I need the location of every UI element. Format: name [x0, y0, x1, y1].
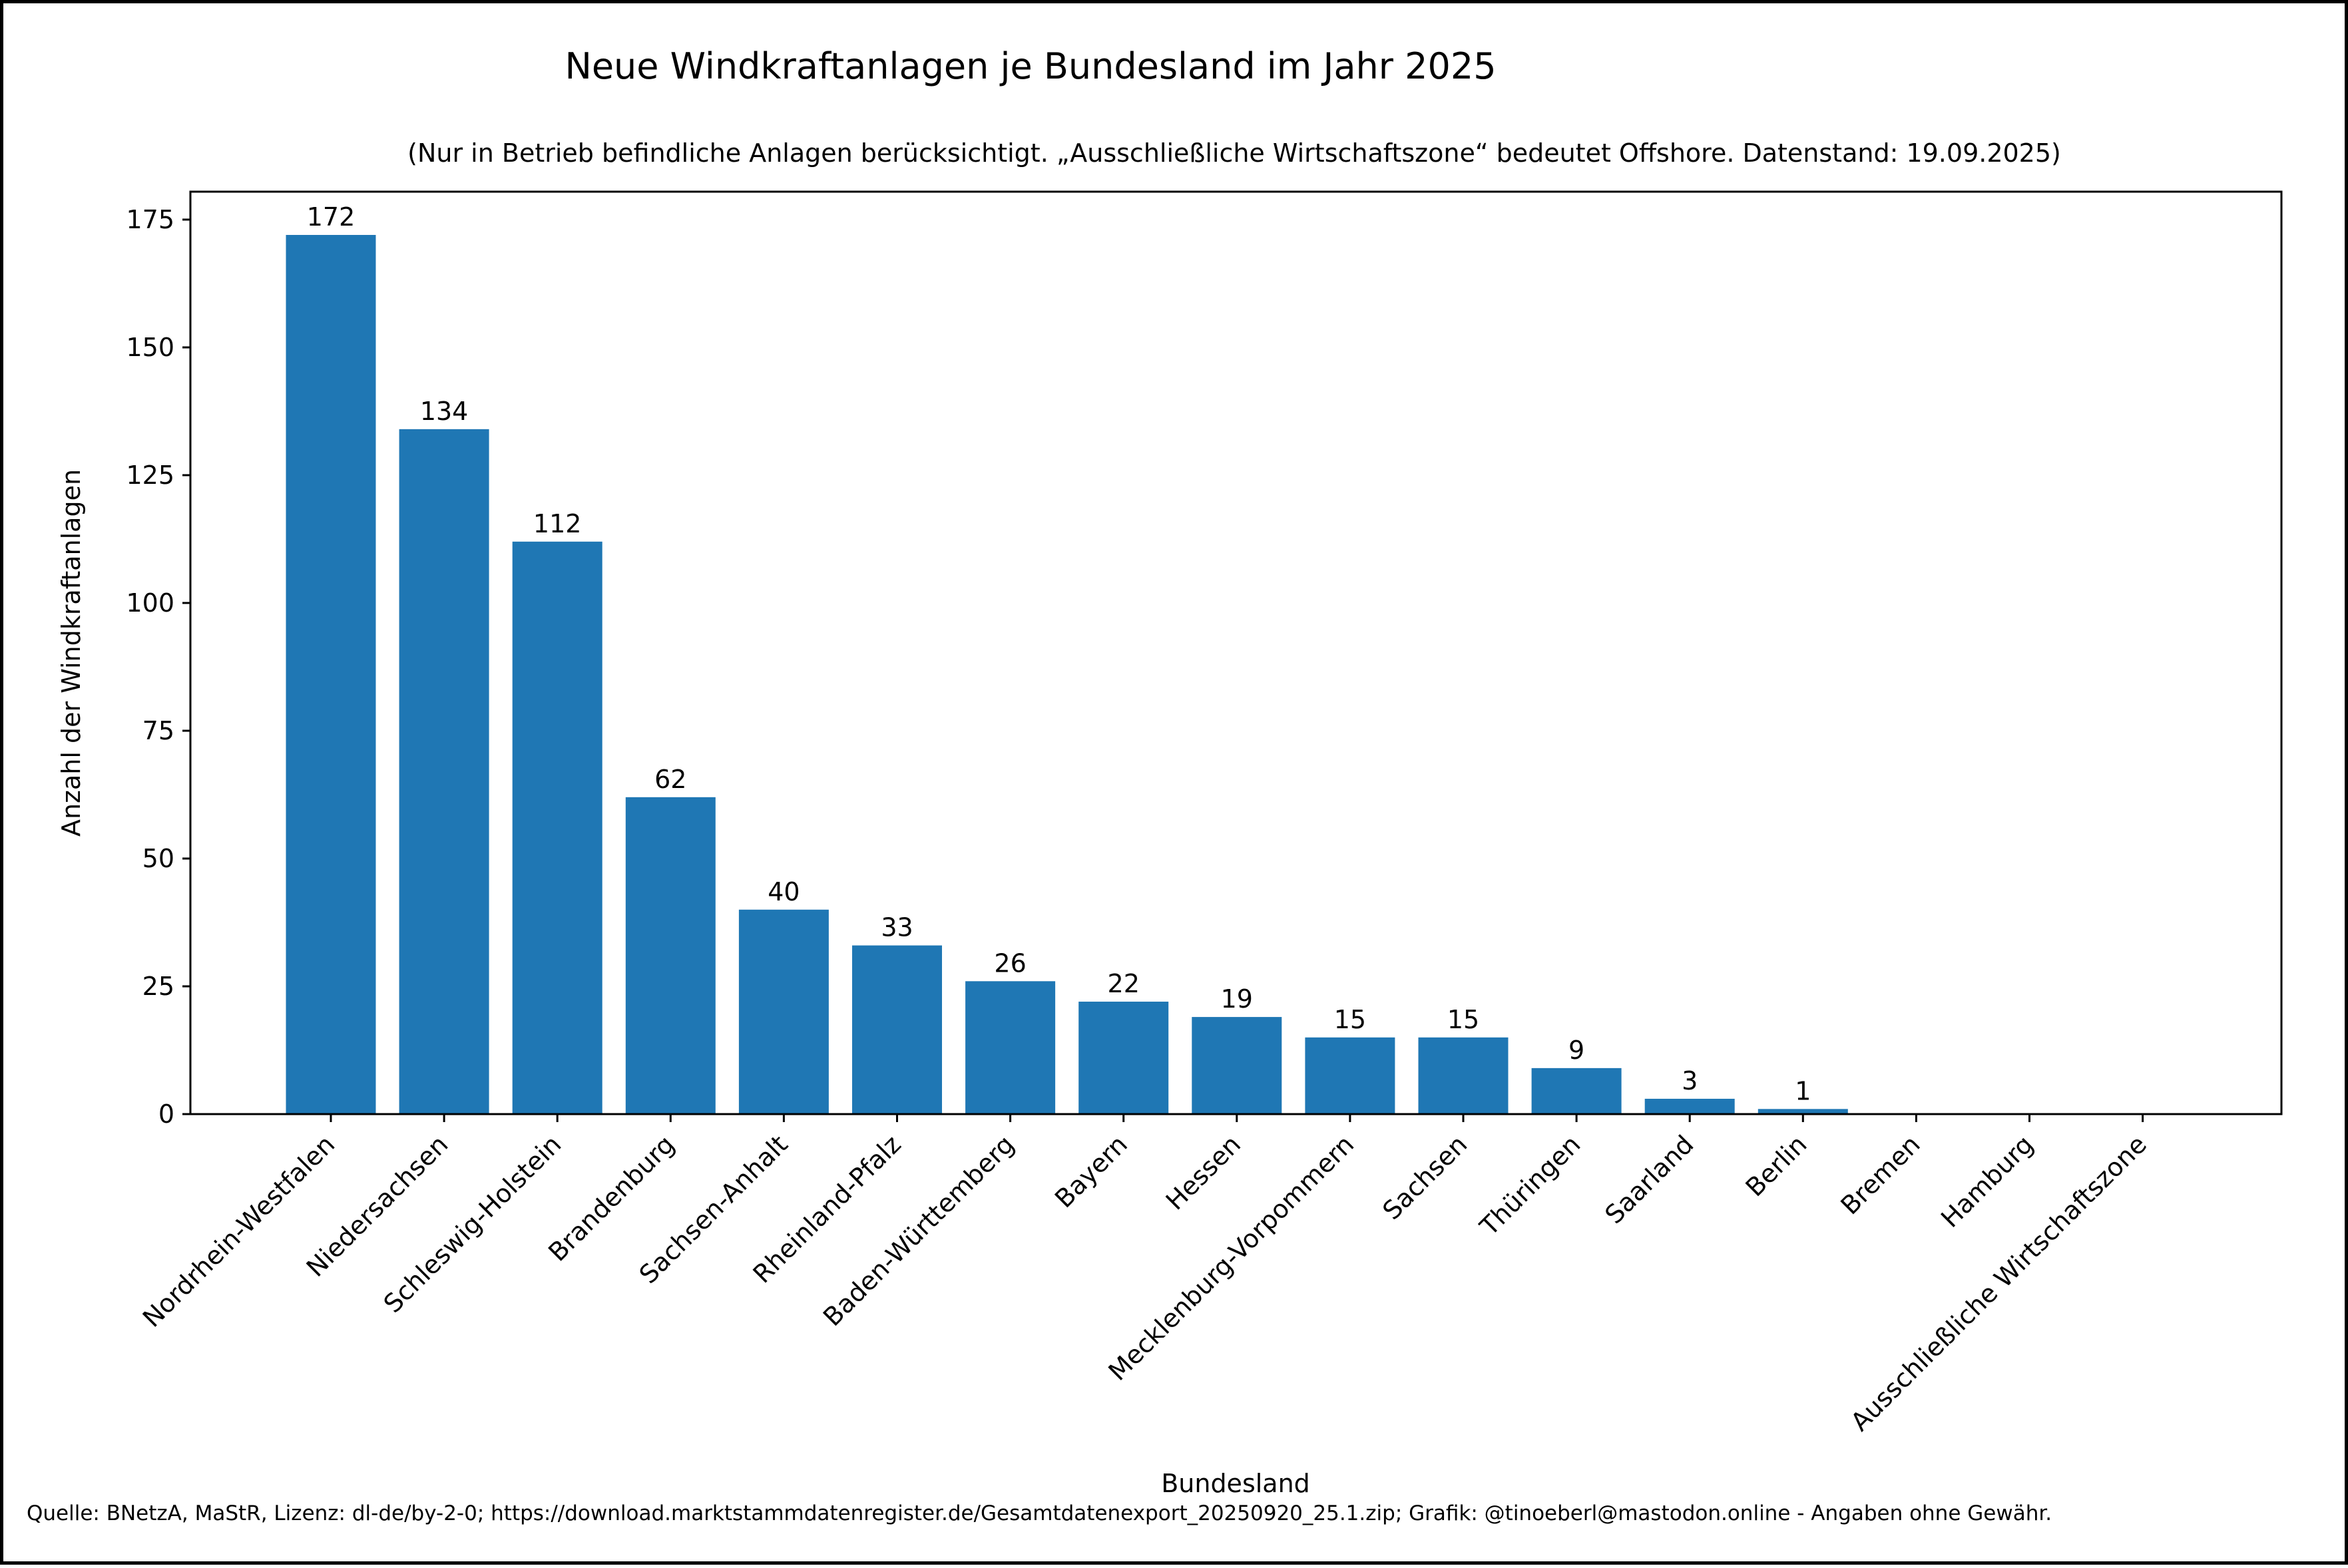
- x-tick-label: Hessen: [1160, 1129, 1246, 1215]
- bar-4: [625, 797, 716, 1114]
- bars-layer: [286, 235, 1848, 1114]
- bar-value-label: 40: [768, 877, 800, 906]
- bar-6: [852, 945, 942, 1114]
- bar-14: [1758, 1109, 1848, 1114]
- bar-10: [1305, 1037, 1395, 1114]
- y-tick-label: 100: [126, 588, 174, 618]
- value-labels-layer: 172 134 112 62 40 33 26 22 19 15 15 9 3 1: [307, 202, 1811, 1105]
- y-tick-label: 0: [158, 1099, 174, 1129]
- bar-value-label: 1: [1795, 1076, 1811, 1105]
- chart-subtitle: (Nur in Betrieb befindliche Anlagen berü…: [407, 138, 2061, 168]
- bar-11: [1418, 1037, 1509, 1114]
- bar-value-label: 9: [1568, 1036, 1584, 1065]
- bar-chart: Neue Windkraftanlagen je Bundesland im J…: [27, 45, 2283, 1525]
- bar-value-label: 3: [1682, 1066, 1698, 1095]
- bar-5: [738, 909, 829, 1114]
- x-axis: Nordrhein-WestfalenNiedersachsenSchleswi…: [137, 1114, 2152, 1437]
- x-axis-label: Bundesland: [1161, 1469, 1310, 1498]
- bar-13: [1644, 1098, 1735, 1114]
- x-tick-label: Baden-Württemberg: [818, 1129, 1020, 1332]
- y-tick-label: 150: [126, 333, 174, 362]
- x-tick-label: Bremen: [1835, 1129, 1925, 1220]
- bar-value-label: 15: [1447, 1005, 1479, 1034]
- bar-1: [286, 235, 376, 1114]
- bar-value-label: 112: [533, 509, 582, 538]
- bar-8: [1078, 1002, 1169, 1114]
- bar-9: [1192, 1017, 1282, 1114]
- bar-3: [512, 541, 602, 1114]
- bar-7: [965, 981, 1056, 1114]
- bar-value-label: 19: [1221, 984, 1253, 1014]
- y-axis-label: Anzahl der Windkraftanlagen: [57, 469, 86, 837]
- y-tick-label: 175: [126, 205, 174, 234]
- bar-value-label: 26: [994, 948, 1026, 978]
- x-tick-label: Bayern: [1049, 1129, 1133, 1213]
- bar-value-label: 134: [420, 397, 469, 426]
- y-tick-label: 50: [142, 844, 174, 873]
- y-tick-label: 25: [142, 972, 174, 1001]
- source-note: Quelle: BNetzA, MaStR, Lizenz: dl-de/by-…: [27, 1501, 2052, 1525]
- y-tick-label: 75: [142, 716, 174, 745]
- plot-area-border: [189, 190, 2283, 1115]
- x-tick-label: Mecklenburg-Vorpommern: [1102, 1129, 1359, 1386]
- bar-value-label: 172: [307, 202, 355, 232]
- x-tick-label: Hamburg: [1935, 1129, 2039, 1233]
- x-tick-label: Thüringen: [1474, 1129, 1586, 1241]
- y-tick-label: 125: [126, 461, 174, 490]
- bar-value-label: 62: [654, 765, 686, 794]
- bar-value-label: 22: [1108, 969, 1140, 998]
- bar-12: [1531, 1068, 1622, 1114]
- x-tick-label: Saarland: [1599, 1129, 1699, 1229]
- x-tick-label: Berlin: [1740, 1129, 1813, 1202]
- chart-title: Neue Windkraftanlagen je Bundesland im J…: [565, 45, 1496, 87]
- x-tick-label: Sachsen: [1377, 1129, 1473, 1225]
- x-tick-label: Nordrhein-Westfalen: [137, 1129, 341, 1333]
- bar-2: [399, 429, 489, 1114]
- y-axis: 0 25 50 75 100 125 150 175: [126, 205, 190, 1129]
- bar-value-label: 15: [1334, 1005, 1366, 1034]
- bar-value-label: 33: [881, 913, 913, 942]
